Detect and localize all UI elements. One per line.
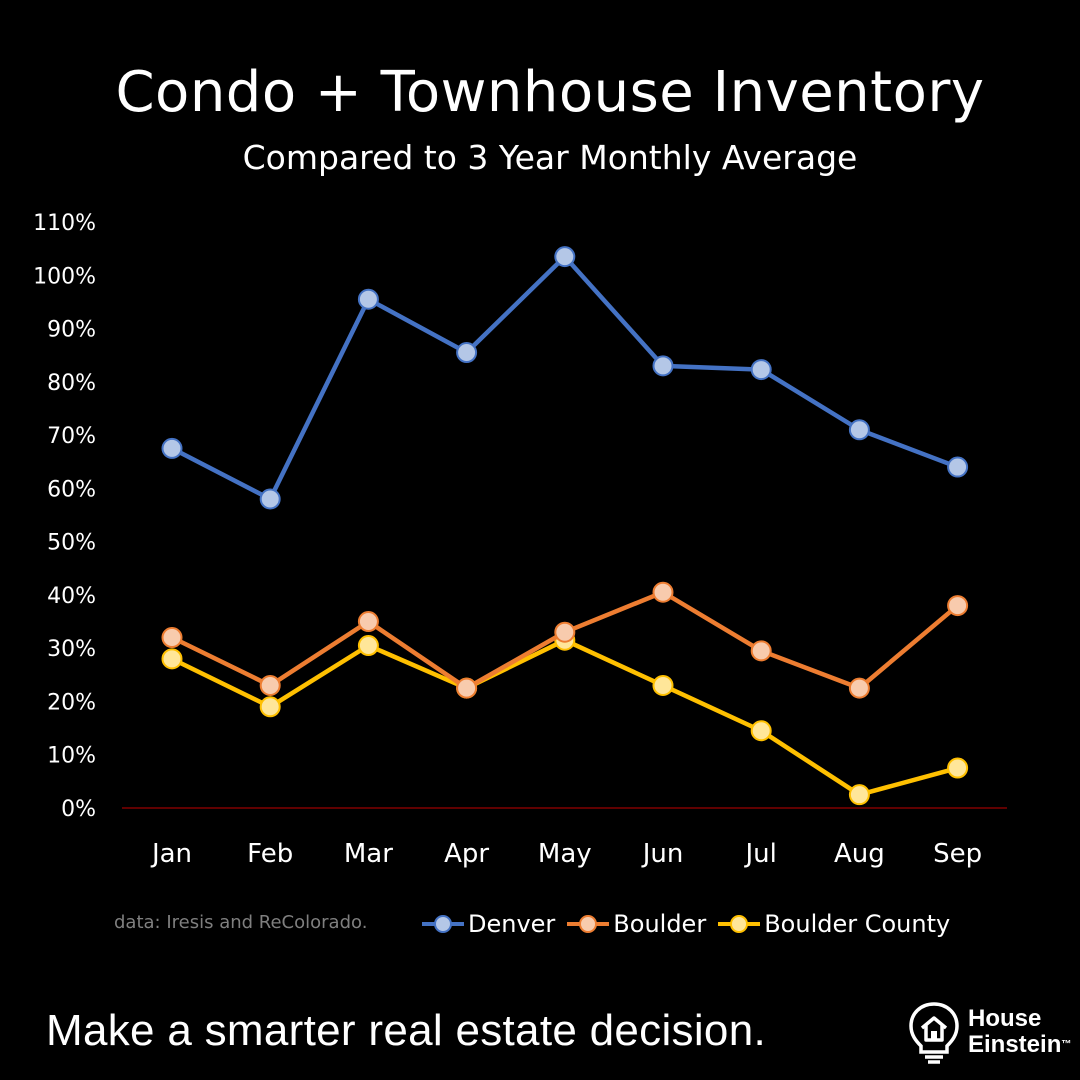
- data-point-boulder-county: [161, 648, 183, 670]
- data-point-denver: [652, 355, 674, 377]
- y-tick-label: 0%: [61, 797, 96, 822]
- legend: Denver Boulder Boulder County: [420, 906, 960, 942]
- source-note: data: Iresis and ReColorado.: [114, 912, 368, 933]
- data-point-boulder-county: [750, 720, 772, 742]
- x-tick-label: Jun: [641, 839, 684, 869]
- legend-item-boulder-county: Boulder County: [716, 910, 950, 938]
- y-tick-label: 40%: [47, 584, 96, 609]
- data-point-boulder: [456, 677, 478, 699]
- brand-logo: House Einstein™: [906, 1000, 1071, 1070]
- y-tick-label: 80%: [47, 371, 96, 396]
- data-point-boulder-county: [652, 674, 674, 696]
- x-tick-label: Sep: [933, 839, 982, 869]
- x-tick-label: Feb: [247, 839, 293, 869]
- series-line-boulder-county: [171, 637, 959, 797]
- lightbulb-house-icon: [909, 1002, 959, 1064]
- y-tick-label: 70%: [47, 424, 96, 449]
- x-tick-label: Jan: [150, 839, 192, 869]
- data-point-boulder: [652, 581, 674, 603]
- y-tick-label: 110%: [33, 211, 96, 236]
- y-tick-label: 10%: [47, 744, 96, 769]
- y-tick-label: 50%: [47, 531, 96, 556]
- legend-label-boulder: Boulder: [613, 910, 707, 938]
- brand-name-line1: House: [968, 1005, 1042, 1032]
- data-point-denver: [848, 419, 870, 441]
- data-point-boulder: [947, 595, 969, 617]
- brand-name: House Einstein™: [968, 1005, 1071, 1058]
- data-point-denver: [357, 288, 379, 310]
- y-tick-label: 60%: [47, 477, 96, 502]
- legend-swatch-denver: [422, 915, 464, 933]
- data-point-denver: [947, 456, 969, 478]
- legend-swatch-boulder: [567, 915, 610, 933]
- x-tick-label: Mar: [344, 839, 393, 869]
- data-point-boulder-county: [259, 696, 281, 718]
- brand-name-line2: Einstein: [968, 1031, 1062, 1058]
- data-point-boulder: [161, 627, 183, 649]
- y-tick-label: 20%: [47, 690, 96, 715]
- legend-item-boulder: Boulder: [565, 910, 706, 938]
- data-point-boulder-county: [357, 635, 379, 657]
- legend-label-boulder-county: Boulder County: [764, 910, 951, 938]
- data-point-denver: [456, 342, 478, 364]
- data-point-denver: [554, 246, 576, 268]
- x-tick-label: Apr: [444, 839, 489, 869]
- chart-title: Condo + Townhouse Inventory: [115, 60, 985, 125]
- brand-trademark: ™: [1061, 1039, 1072, 1050]
- data-point-boulder: [357, 611, 379, 633]
- x-tick-label: May: [538, 839, 592, 869]
- legend-item-denver: Denver: [420, 910, 555, 938]
- x-tick-label: Jul: [744, 839, 777, 869]
- data-point-boulder-county: [947, 757, 969, 779]
- data-point-boulder-county: [848, 784, 870, 806]
- data-point-boulder: [750, 640, 772, 662]
- y-tick-label: 100%: [33, 264, 96, 289]
- data-point-denver: [161, 437, 183, 459]
- data-point-boulder: [848, 677, 870, 699]
- series-line-denver: [170, 254, 959, 502]
- tagline: Make a smarter real estate decision.: [46, 1006, 766, 1055]
- y-tick-label: 90%: [47, 318, 96, 343]
- x-tick-label: Aug: [834, 839, 885, 869]
- data-point-boulder: [554, 621, 576, 643]
- chart-subtitle: Compared to 3 Year Monthly Average: [242, 138, 858, 177]
- data-point-boulder: [259, 674, 281, 696]
- data-point-denver: [259, 488, 281, 510]
- legend-swatch-boulder-county: [718, 915, 761, 933]
- data-point-denver: [750, 359, 772, 381]
- y-tick-label: 30%: [47, 637, 96, 662]
- legend-label-denver: Denver: [468, 910, 556, 938]
